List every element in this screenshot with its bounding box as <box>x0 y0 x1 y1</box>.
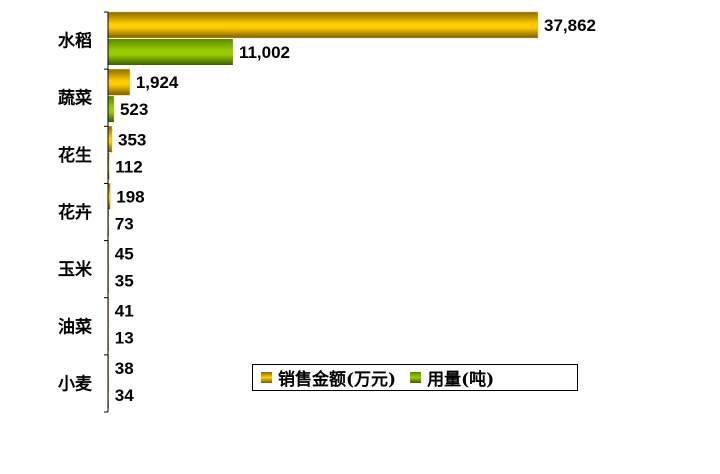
bar-sales <box>107 126 113 153</box>
data-label-usage: 34 <box>115 386 134 405</box>
data-label-sales: 41 <box>115 302 134 321</box>
category-label: 花卉 <box>58 202 92 223</box>
category-label: 油菜 <box>58 316 93 337</box>
category-label: 玉米 <box>58 259 93 280</box>
bar-usage <box>108 39 233 65</box>
bar-sales <box>107 68 131 96</box>
legend-item-sales: 销售金额(万元) <box>261 365 396 390</box>
legend-swatch-usage <box>410 372 422 383</box>
data-label-usage: 11,002 <box>239 43 290 62</box>
legend-label-sales: 销售金额(万元) <box>278 370 397 390</box>
data-label-sales: 198 <box>116 187 144 206</box>
data-label-sales: 353 <box>118 130 146 149</box>
data-label-sales: 38 <box>115 359 134 378</box>
category-label: 花生 <box>58 145 92 166</box>
legend-label-usage: 用量(吨) <box>427 370 495 390</box>
category-label: 小麦 <box>58 373 93 394</box>
data-label-usage: 35 <box>115 272 134 291</box>
bar-usage <box>108 96 114 123</box>
data-label-sales: 45 <box>115 245 134 264</box>
legend-item-usage: 用量(吨) <box>410 365 494 390</box>
legend-swatch-sales <box>261 372 272 383</box>
legend: 销售金额(万元) 用量(吨) <box>252 364 578 391</box>
data-label-usage: 73 <box>115 214 134 233</box>
bar-usage <box>108 153 110 180</box>
data-label-sales: 1,924 <box>136 73 179 92</box>
data-label-usage: 112 <box>115 157 142 176</box>
data-label-sales: 37,862 <box>544 16 596 35</box>
data-label-usage: 523 <box>120 100 148 119</box>
category-label: 蔬菜 <box>58 89 93 109</box>
category-label: 水稻 <box>58 31 92 52</box>
bar-sales <box>107 11 539 39</box>
data-label-usage: 13 <box>115 329 134 348</box>
